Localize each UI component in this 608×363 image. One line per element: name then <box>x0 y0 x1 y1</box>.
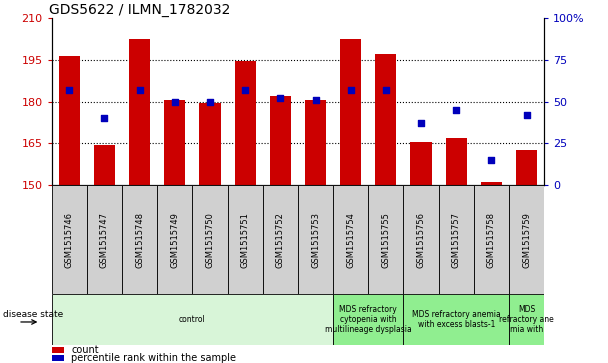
FancyBboxPatch shape <box>52 294 333 345</box>
Text: MDS
refractory ane
mia with: MDS refractory ane mia with <box>499 305 554 334</box>
Bar <box>375 54 396 185</box>
Point <box>416 121 426 126</box>
Text: GSM1515758: GSM1515758 <box>487 212 496 268</box>
Text: MDS refractory
cytopenia with
multilineage dysplasia: MDS refractory cytopenia with multilinea… <box>325 305 412 334</box>
Point <box>486 157 496 163</box>
FancyBboxPatch shape <box>192 185 227 294</box>
Text: GSM1515753: GSM1515753 <box>311 212 320 268</box>
Bar <box>270 96 291 185</box>
Bar <box>52 347 64 353</box>
FancyBboxPatch shape <box>227 185 263 294</box>
Text: GSM1515752: GSM1515752 <box>276 212 285 268</box>
Bar <box>516 150 537 185</box>
Text: MDS refractory anemia
with excess blasts-1: MDS refractory anemia with excess blasts… <box>412 310 500 329</box>
Bar <box>94 145 115 185</box>
Bar <box>59 56 80 185</box>
Text: GSM1515751: GSM1515751 <box>241 212 250 268</box>
Bar <box>164 100 185 185</box>
Point <box>170 99 180 105</box>
Point <box>205 99 215 105</box>
Text: count: count <box>71 345 99 355</box>
Text: GDS5622 / ILMN_1782032: GDS5622 / ILMN_1782032 <box>49 3 230 17</box>
Point <box>240 87 250 93</box>
Text: GSM1515746: GSM1515746 <box>65 212 74 268</box>
FancyBboxPatch shape <box>404 294 509 345</box>
Point <box>135 87 145 93</box>
FancyBboxPatch shape <box>404 185 438 294</box>
FancyBboxPatch shape <box>52 185 87 294</box>
Bar <box>52 355 64 361</box>
FancyBboxPatch shape <box>368 185 404 294</box>
Point <box>100 115 109 121</box>
Text: disease state: disease state <box>2 310 63 319</box>
Bar <box>340 39 361 185</box>
Bar <box>129 39 150 185</box>
FancyBboxPatch shape <box>438 185 474 294</box>
Text: GSM1515747: GSM1515747 <box>100 212 109 268</box>
Point <box>275 95 285 101</box>
FancyBboxPatch shape <box>87 185 122 294</box>
Bar <box>446 138 467 185</box>
Point <box>451 107 461 113</box>
Text: GSM1515748: GSM1515748 <box>135 212 144 268</box>
Text: GSM1515757: GSM1515757 <box>452 212 461 268</box>
FancyBboxPatch shape <box>509 294 544 345</box>
Bar <box>305 100 326 185</box>
Point <box>346 87 356 93</box>
Point <box>64 87 74 93</box>
Text: GSM1515749: GSM1515749 <box>170 212 179 268</box>
Point <box>522 112 531 118</box>
Text: percentile rank within the sample: percentile rank within the sample <box>71 353 237 363</box>
FancyBboxPatch shape <box>298 185 333 294</box>
FancyBboxPatch shape <box>333 294 404 345</box>
Text: GSM1515750: GSM1515750 <box>206 212 215 268</box>
FancyBboxPatch shape <box>509 185 544 294</box>
FancyBboxPatch shape <box>333 185 368 294</box>
Text: control: control <box>179 315 206 324</box>
FancyBboxPatch shape <box>122 185 157 294</box>
Bar <box>481 182 502 185</box>
Point <box>311 97 320 103</box>
Bar <box>410 142 432 185</box>
Text: GSM1515754: GSM1515754 <box>346 212 355 268</box>
Text: GSM1515755: GSM1515755 <box>381 212 390 268</box>
FancyBboxPatch shape <box>157 185 192 294</box>
FancyBboxPatch shape <box>263 185 298 294</box>
Bar <box>199 103 221 185</box>
Bar <box>235 61 256 185</box>
Point <box>381 87 391 93</box>
Text: GSM1515759: GSM1515759 <box>522 212 531 268</box>
FancyBboxPatch shape <box>474 185 509 294</box>
Text: GSM1515756: GSM1515756 <box>416 212 426 268</box>
